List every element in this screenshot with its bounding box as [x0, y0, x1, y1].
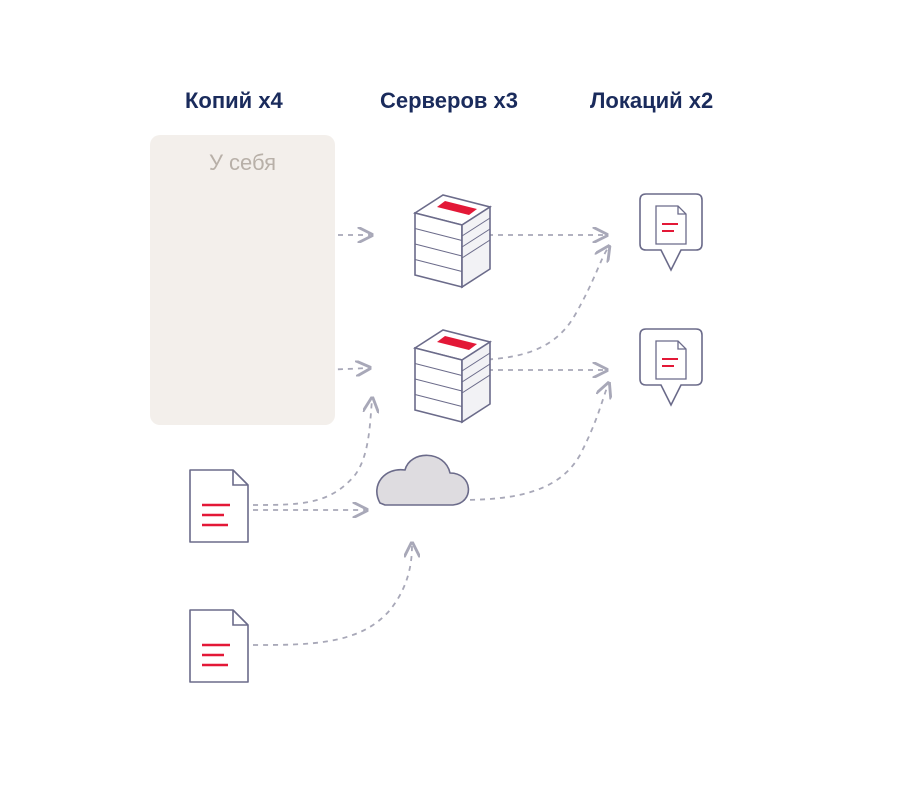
local-label: У себя [150, 150, 335, 176]
header-servers: Серверов x3 [380, 88, 518, 114]
pin-doc-icon [640, 194, 702, 270]
header-copies: Копий x4 [185, 88, 283, 114]
diagram-canvas [0, 0, 900, 785]
document-icon [190, 470, 248, 542]
cloud-icon [377, 455, 469, 505]
edge-arrow [253, 545, 412, 645]
server-icon [415, 330, 490, 422]
pin-doc-icon [640, 329, 702, 405]
document-icon [190, 610, 248, 682]
local-box: У себя [150, 135, 335, 425]
server-icon [415, 195, 490, 287]
header-locations: Локаций x2 [590, 88, 713, 114]
